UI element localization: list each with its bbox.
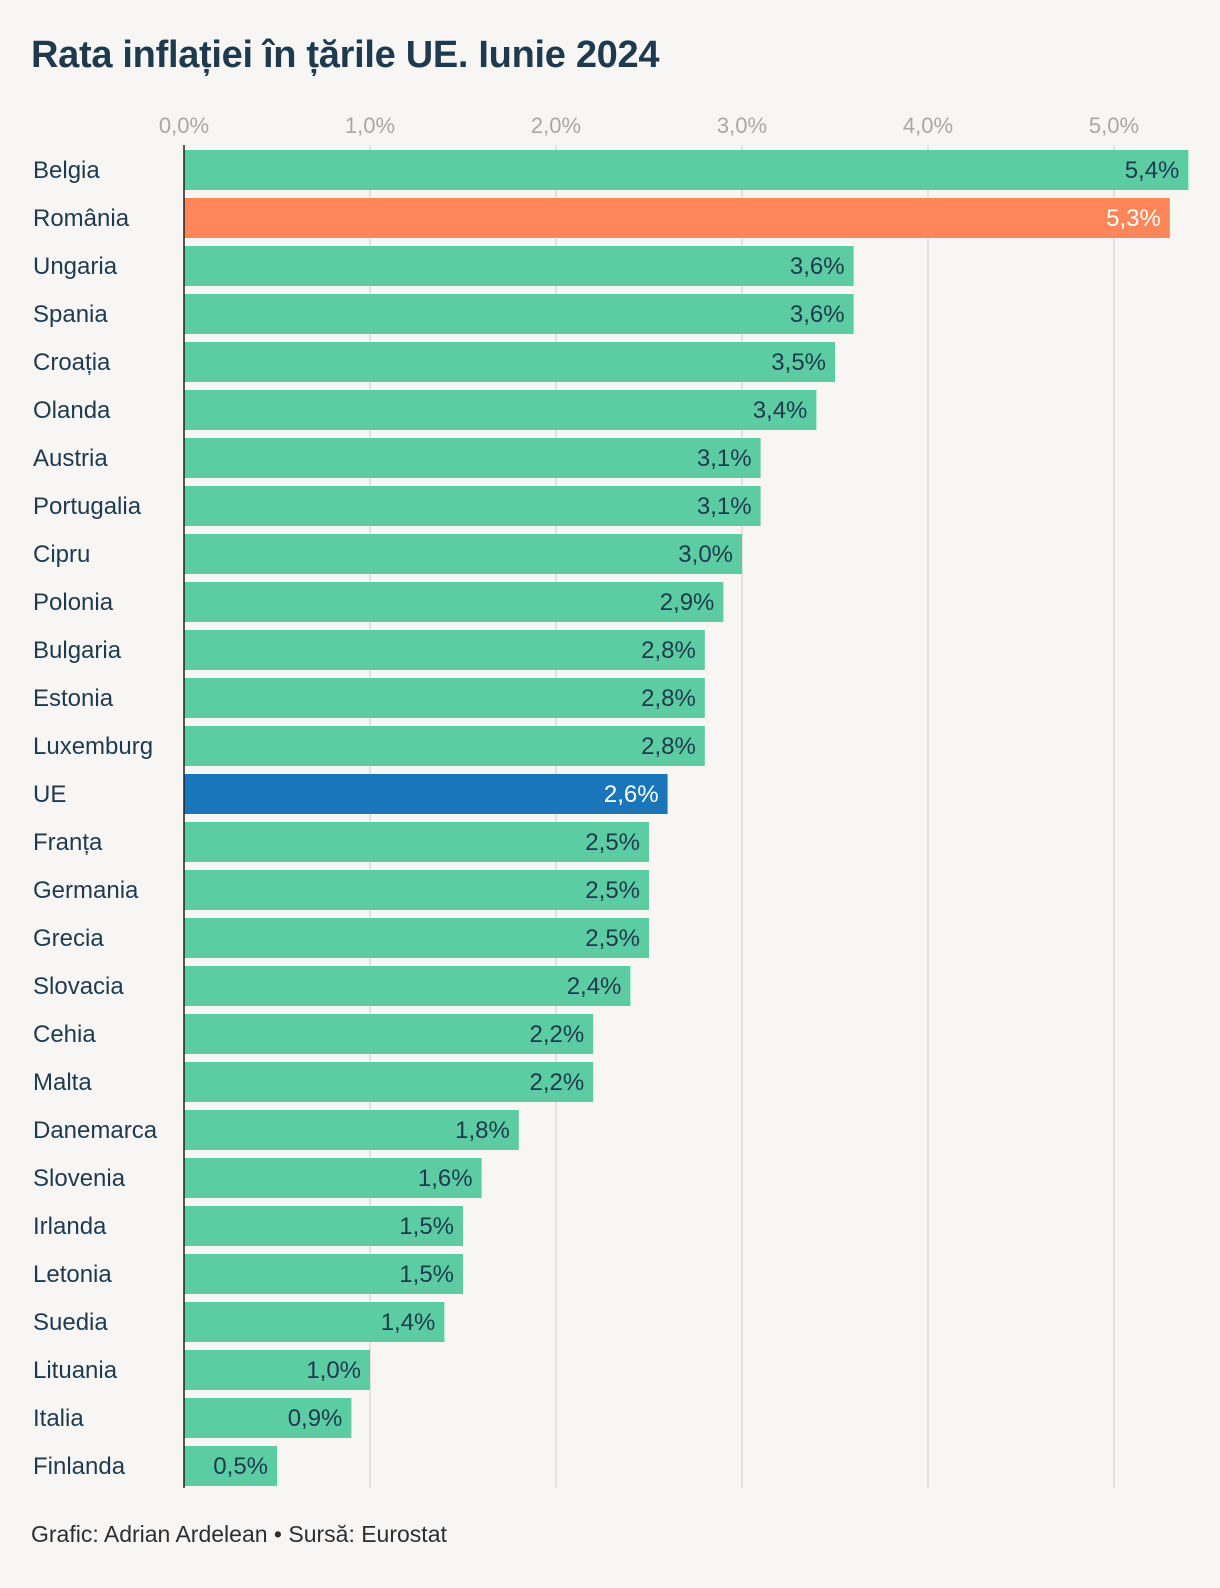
category-label: Italia — [33, 1405, 84, 1432]
x-tick-label: 0,0% — [159, 113, 209, 138]
category-label: Slovenia — [33, 1165, 126, 1192]
data-label: 2,5% — [585, 925, 640, 952]
bar — [184, 1110, 519, 1150]
category-label: Germania — [33, 877, 139, 904]
category-label: Estonia — [33, 685, 114, 712]
bar — [184, 918, 649, 958]
data-label: 1,5% — [399, 1261, 454, 1288]
category-label: Slovacia — [33, 973, 124, 1000]
category-label: Portugalia — [33, 493, 142, 520]
bar — [184, 630, 705, 670]
bar-chart: 0,0% 1,0% 2,0% 3,0% 4,0% 5,0% Belgia 5,4% Români… — [33, 113, 1189, 1488]
bar — [184, 150, 1189, 190]
category-label: Belgia — [33, 157, 100, 184]
bar — [184, 486, 761, 526]
data-label: 2,8% — [641, 685, 696, 712]
bar — [184, 1398, 352, 1438]
data-label: 2,9% — [660, 589, 715, 616]
bar — [184, 678, 705, 718]
bar — [184, 870, 649, 910]
x-tick-label: 5,0% — [1089, 113, 1139, 138]
data-label: 5,3% — [1106, 205, 1161, 232]
bar — [184, 294, 854, 334]
bar — [184, 438, 761, 478]
bar — [184, 774, 668, 814]
category-label: Lituania — [33, 1357, 118, 1384]
category-label: Polonia — [33, 589, 114, 616]
category-label: Danemarca — [33, 1117, 158, 1144]
bar — [184, 1350, 370, 1390]
category-label: Malta — [33, 1069, 92, 1096]
data-label: 2,8% — [641, 733, 696, 760]
category-label: Luxemburg — [33, 733, 153, 760]
chart-title: Rata inflației în țările UE. Iunie 2024 — [31, 34, 660, 76]
data-label: 1,6% — [418, 1165, 473, 1192]
data-label: 2,2% — [529, 1021, 584, 1048]
bar — [184, 342, 835, 382]
category-label: Cehia — [33, 1021, 96, 1048]
category-label: Spania — [33, 301, 108, 328]
category-label: Letonia — [33, 1261, 112, 1288]
bar — [184, 726, 705, 766]
bar — [184, 1254, 463, 1294]
category-label: Franța — [33, 829, 103, 856]
bar — [184, 582, 724, 622]
bar — [184, 246, 854, 286]
data-label: 2,5% — [585, 877, 640, 904]
bar — [184, 822, 649, 862]
data-label: 0,9% — [288, 1405, 343, 1432]
data-label: 2,8% — [641, 637, 696, 664]
bar — [184, 1062, 594, 1102]
data-label: 5,4% — [1125, 157, 1180, 184]
category-label: Croația — [33, 349, 111, 376]
data-label: 2,4% — [567, 973, 622, 1000]
category-label: Irlanda — [33, 1213, 107, 1240]
data-label: 3,0% — [678, 541, 733, 568]
data-label: 3,5% — [771, 349, 826, 376]
category-label: Cipru — [33, 541, 90, 568]
x-tick-label: 4,0% — [903, 113, 953, 138]
category-label: Finlanda — [33, 1453, 126, 1480]
bar — [184, 1446, 277, 1486]
data-label: 2,6% — [604, 781, 659, 808]
bar — [184, 1302, 445, 1342]
data-label: 1,8% — [455, 1117, 510, 1144]
data-label: 3,4% — [753, 397, 808, 424]
bar — [184, 1158, 482, 1198]
x-tick-label: 2,0% — [531, 113, 581, 138]
data-label: 3,1% — [697, 493, 752, 520]
x-tick-label: 1,0% — [345, 113, 395, 138]
data-label: 3,1% — [697, 445, 752, 472]
data-label: 1,0% — [306, 1357, 361, 1384]
data-label: 1,4% — [381, 1309, 436, 1336]
data-label: 1,5% — [399, 1213, 454, 1240]
category-label: România — [33, 205, 130, 232]
chart-footer: Grafic: Adrian Ardelean • Sursă: Eurosta… — [31, 1521, 447, 1547]
category-label: UE — [33, 781, 66, 808]
bar — [184, 966, 631, 1006]
bar — [184, 198, 1170, 238]
bar — [184, 1206, 463, 1246]
category-label: Ungaria — [33, 253, 118, 280]
category-label: Grecia — [33, 925, 104, 952]
bar — [184, 1014, 594, 1054]
data-label: 2,2% — [529, 1069, 584, 1096]
bar — [184, 390, 817, 430]
data-label: 0,5% — [213, 1453, 268, 1480]
x-tick-label: 3,0% — [717, 113, 767, 138]
category-label: Suedia — [33, 1309, 108, 1336]
data-label: 2,5% — [585, 829, 640, 856]
data-label: 3,6% — [790, 301, 845, 328]
category-label: Olanda — [33, 397, 111, 424]
data-label: 3,6% — [790, 253, 845, 280]
category-label: Austria — [33, 445, 108, 472]
bar — [184, 534, 742, 574]
category-label: Bulgaria — [33, 637, 122, 664]
